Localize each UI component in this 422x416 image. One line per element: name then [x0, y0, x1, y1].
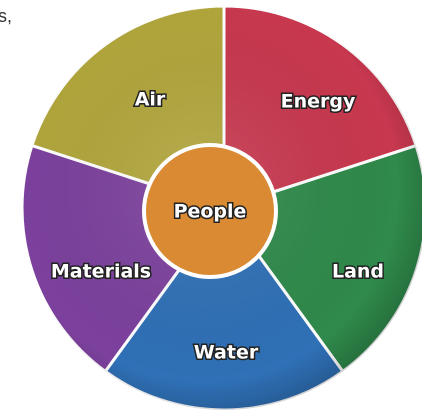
diagram: s, Air Energy Land Water Materials Peopl…	[0, 0, 422, 416]
segment-label: Materials	[51, 261, 151, 283]
segment-label: Energy	[281, 91, 356, 113]
corner-text: s,	[0, 6, 12, 26]
center-label: People	[174, 201, 247, 223]
segment-label: Land	[332, 261, 384, 283]
segment-label: Water	[194, 342, 259, 364]
segment-label: Air	[135, 89, 166, 111]
